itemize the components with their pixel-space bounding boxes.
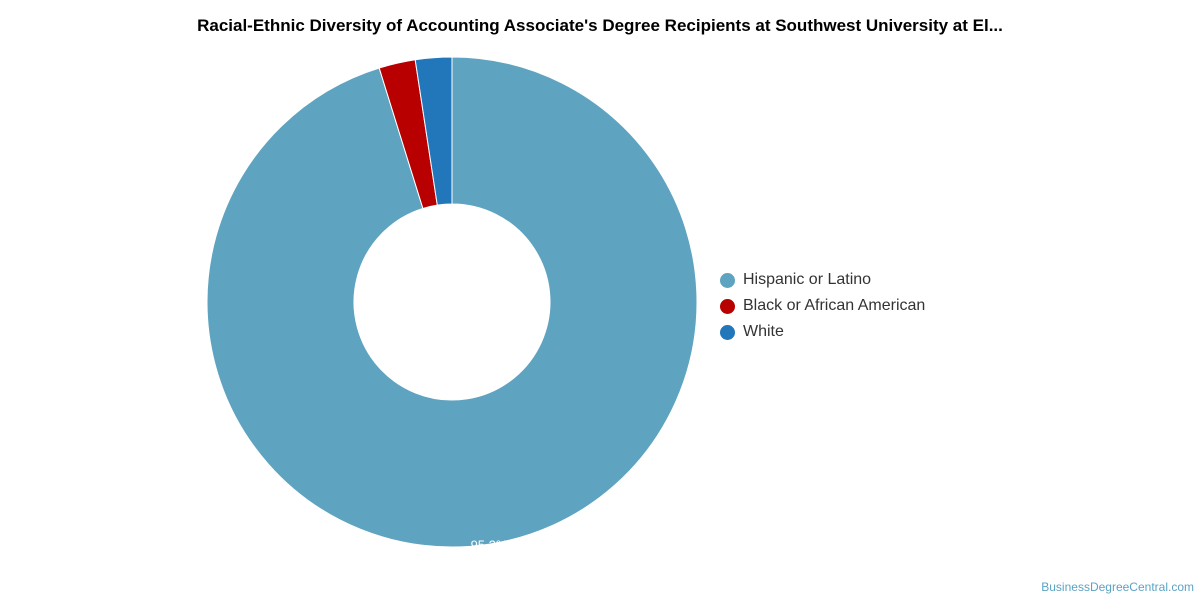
watermark: BusinessDegreeCentral.com [1041, 580, 1194, 594]
data-label-slice-hispanic: 95.2% [471, 538, 508, 553]
legend-label-black: Black or African American [743, 297, 926, 314]
legend-swatch-white [720, 324, 735, 340]
legend-item-white[interactable]: White [720, 319, 925, 345]
slice-hispanic[interactable] [206, 56, 698, 548]
legend-label-white: White [743, 323, 784, 340]
slice-white[interactable] [414, 56, 453, 206]
legend-swatch-black [720, 298, 735, 314]
legend-item-black[interactable]: Black or African American [720, 293, 925, 319]
legend: Hispanic or Latino Black or African Amer… [720, 267, 925, 345]
legend-label-hispanic: Hispanic or Latino [743, 271, 872, 288]
legend-swatch-hispanic [720, 272, 735, 288]
chart-title: Racial-Ethnic Diversity of Accounting As… [197, 16, 1003, 35]
legend-item-hispanic[interactable]: Hispanic or Latino [720, 267, 925, 293]
